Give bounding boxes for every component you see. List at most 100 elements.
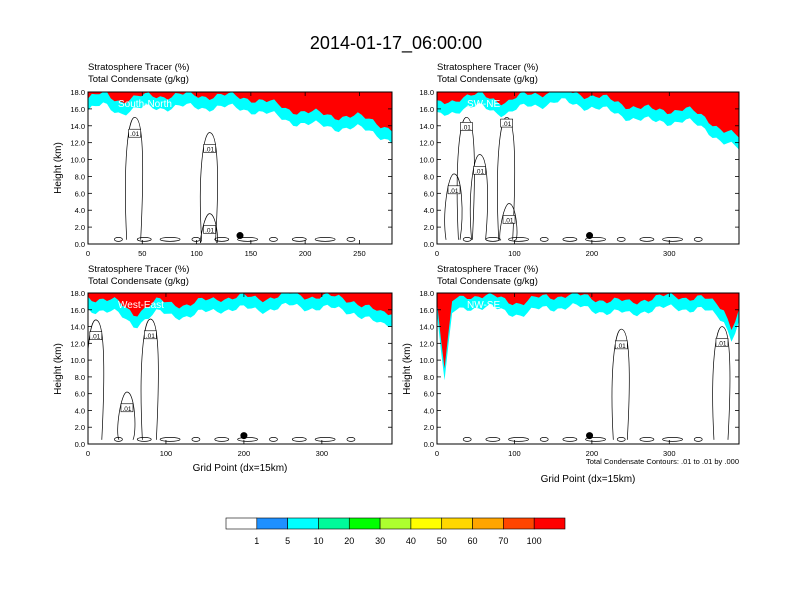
location-marker <box>236 232 244 240</box>
y-tick-label: 14.0 <box>419 323 434 332</box>
contour-label: .01 <box>203 144 216 153</box>
contour-line <box>140 318 159 440</box>
panel-subtitle-condensate: Total Condensate (g/kg) <box>437 74 538 85</box>
colorbar-swatch <box>441 517 473 530</box>
svg-text:.01: .01 <box>475 168 484 175</box>
panel-subtitle-condensate: Total Condensate (g/kg) <box>437 276 538 287</box>
plot-area: .01 .01 .01 South-North 0.0 2.0 4.0 6.0 8.0 10.0 1… <box>70 88 393 258</box>
contour-line <box>88 319 105 440</box>
y-tick-label: 10.0 <box>70 356 85 365</box>
condensate-contours <box>444 116 703 242</box>
contour-ellipse <box>269 437 278 442</box>
y-tick-label: 4.0 <box>75 206 85 215</box>
colorbar-label: 1 <box>254 536 259 546</box>
contour-ellipse <box>314 437 336 442</box>
tracer-field <box>88 92 392 244</box>
panel-nw-se: Stratosphere Tracer (%) Total Condensate… <box>402 264 740 485</box>
svg-text:.01: .01 <box>146 333 155 340</box>
panel-subtitle-tracer: Stratosphere Tracer (%) <box>437 264 538 275</box>
panel-west-east: Stratosphere Tracer (%) Total Condensate… <box>53 264 393 474</box>
colorbar-swatch <box>287 517 319 530</box>
x-tick-label: 0 <box>86 249 90 258</box>
y-tick-label: 0.0 <box>424 440 434 449</box>
panel-subtitle-tracer: Stratosphere Tracer (%) <box>437 62 538 73</box>
panel-south-north: Stratosphere Tracer (%) Total Condensate… <box>53 62 393 258</box>
contour-label: .01 <box>203 225 216 234</box>
svg-text:.01: .01 <box>122 406 131 413</box>
y-tick-label: 4.0 <box>424 206 434 215</box>
contour-ellipse <box>562 237 578 242</box>
y-tick-label: 2.0 <box>424 223 434 232</box>
y-tick-label: 0.0 <box>424 240 434 249</box>
y-tick-label: 8.0 <box>424 373 434 382</box>
x-tick-label: 200 <box>586 249 599 258</box>
contour-label: .01 <box>500 118 513 128</box>
contour-ellipse <box>291 437 307 442</box>
plot-frame <box>436 292 740 445</box>
y-tick-label: 2.0 <box>424 423 434 432</box>
contour-label: .01 <box>89 331 103 341</box>
contour-info-note: Total Condensate Contours: .01 to .01 by… <box>586 457 739 466</box>
y-tick-label: 12.0 <box>70 139 85 148</box>
x-tick-label: 250 <box>353 249 366 258</box>
contour-label: .01 <box>144 330 157 340</box>
contour-label: .01 <box>502 215 516 224</box>
contour-ellipse <box>539 437 549 442</box>
y-tick-label: 12.0 <box>419 139 434 148</box>
contour-ellipse <box>114 437 123 442</box>
contour-label: .01 <box>128 128 141 138</box>
svg-text:.01: .01 <box>617 343 626 350</box>
contour-ellipse <box>159 437 181 442</box>
x-tick-label: 100 <box>190 249 203 258</box>
plot-frame <box>87 91 393 245</box>
x-tick-label: 0 <box>435 249 439 258</box>
panel-subtitle-condensate: Total Condensate (g/kg) <box>88 74 189 85</box>
x-tick-label: 0 <box>435 449 439 458</box>
contour-line <box>497 116 516 240</box>
x-tick-label: 300 <box>663 249 676 258</box>
contour-ellipse <box>191 237 201 242</box>
contour-ellipse <box>346 237 356 242</box>
contour-ellipse <box>269 237 278 242</box>
x-tick-label: 50 <box>138 249 146 258</box>
y-tick-label: 0.0 <box>75 240 85 249</box>
colorbar-swatch <box>410 517 443 530</box>
contour-ellipse <box>508 437 529 442</box>
plot-area: .01 .01 .01 West-East 0.0 2.0 4.0 6.0 8.0 10.0 12.… <box>70 289 393 458</box>
svg-text:.01: .01 <box>450 188 459 195</box>
contour-ellipse <box>693 437 703 442</box>
contour-ellipse <box>237 237 258 242</box>
y-axis-label: Height (km) <box>53 343 64 395</box>
contour-ellipse <box>539 237 549 242</box>
contour-line <box>117 391 136 440</box>
x-tick-label: 0 <box>86 449 90 458</box>
y-tick-label: 0.0 <box>75 440 85 449</box>
contour-ellipse <box>639 437 655 442</box>
x-tick-label: 200 <box>238 449 251 458</box>
tracer-field <box>88 293 392 444</box>
contour-line <box>125 116 144 240</box>
contour-ellipse <box>616 237 626 242</box>
colorbar-label: 5 <box>285 536 290 546</box>
contour-ellipse <box>562 437 578 442</box>
plot-frame <box>436 91 740 245</box>
contour-ellipse <box>159 237 181 242</box>
colorbar-label: 30 <box>375 536 385 546</box>
y-tick-label: 8.0 <box>75 172 85 181</box>
y-tick-label: 6.0 <box>424 189 434 198</box>
contour-ellipse <box>508 237 529 242</box>
plot-area: .01 .01 NW-SE 0.0 2.0 4.0 6.0 8.0 10.0 12.0 14.0 16… <box>419 289 740 458</box>
contour-ellipse <box>214 237 230 242</box>
contour-ellipse <box>291 237 307 242</box>
contour-ellipse <box>136 437 152 442</box>
plot-frame <box>87 292 393 445</box>
plot-area: .01 .01 .01 .01 .01 SW-NE 0.0 2.0 4.0 6.0 8.0 10.0 1… <box>419 88 740 258</box>
y-tick-label: 10.0 <box>70 156 85 165</box>
colorbar-label: 100 <box>527 536 542 546</box>
x-tick-label: 300 <box>663 449 676 458</box>
condensate-contours <box>462 326 731 442</box>
y-tick-label: 2.0 <box>75 223 85 232</box>
y-tick-label: 14.0 <box>419 122 434 131</box>
svg-text:.01: .01 <box>91 334 100 341</box>
location-marker <box>586 232 594 240</box>
